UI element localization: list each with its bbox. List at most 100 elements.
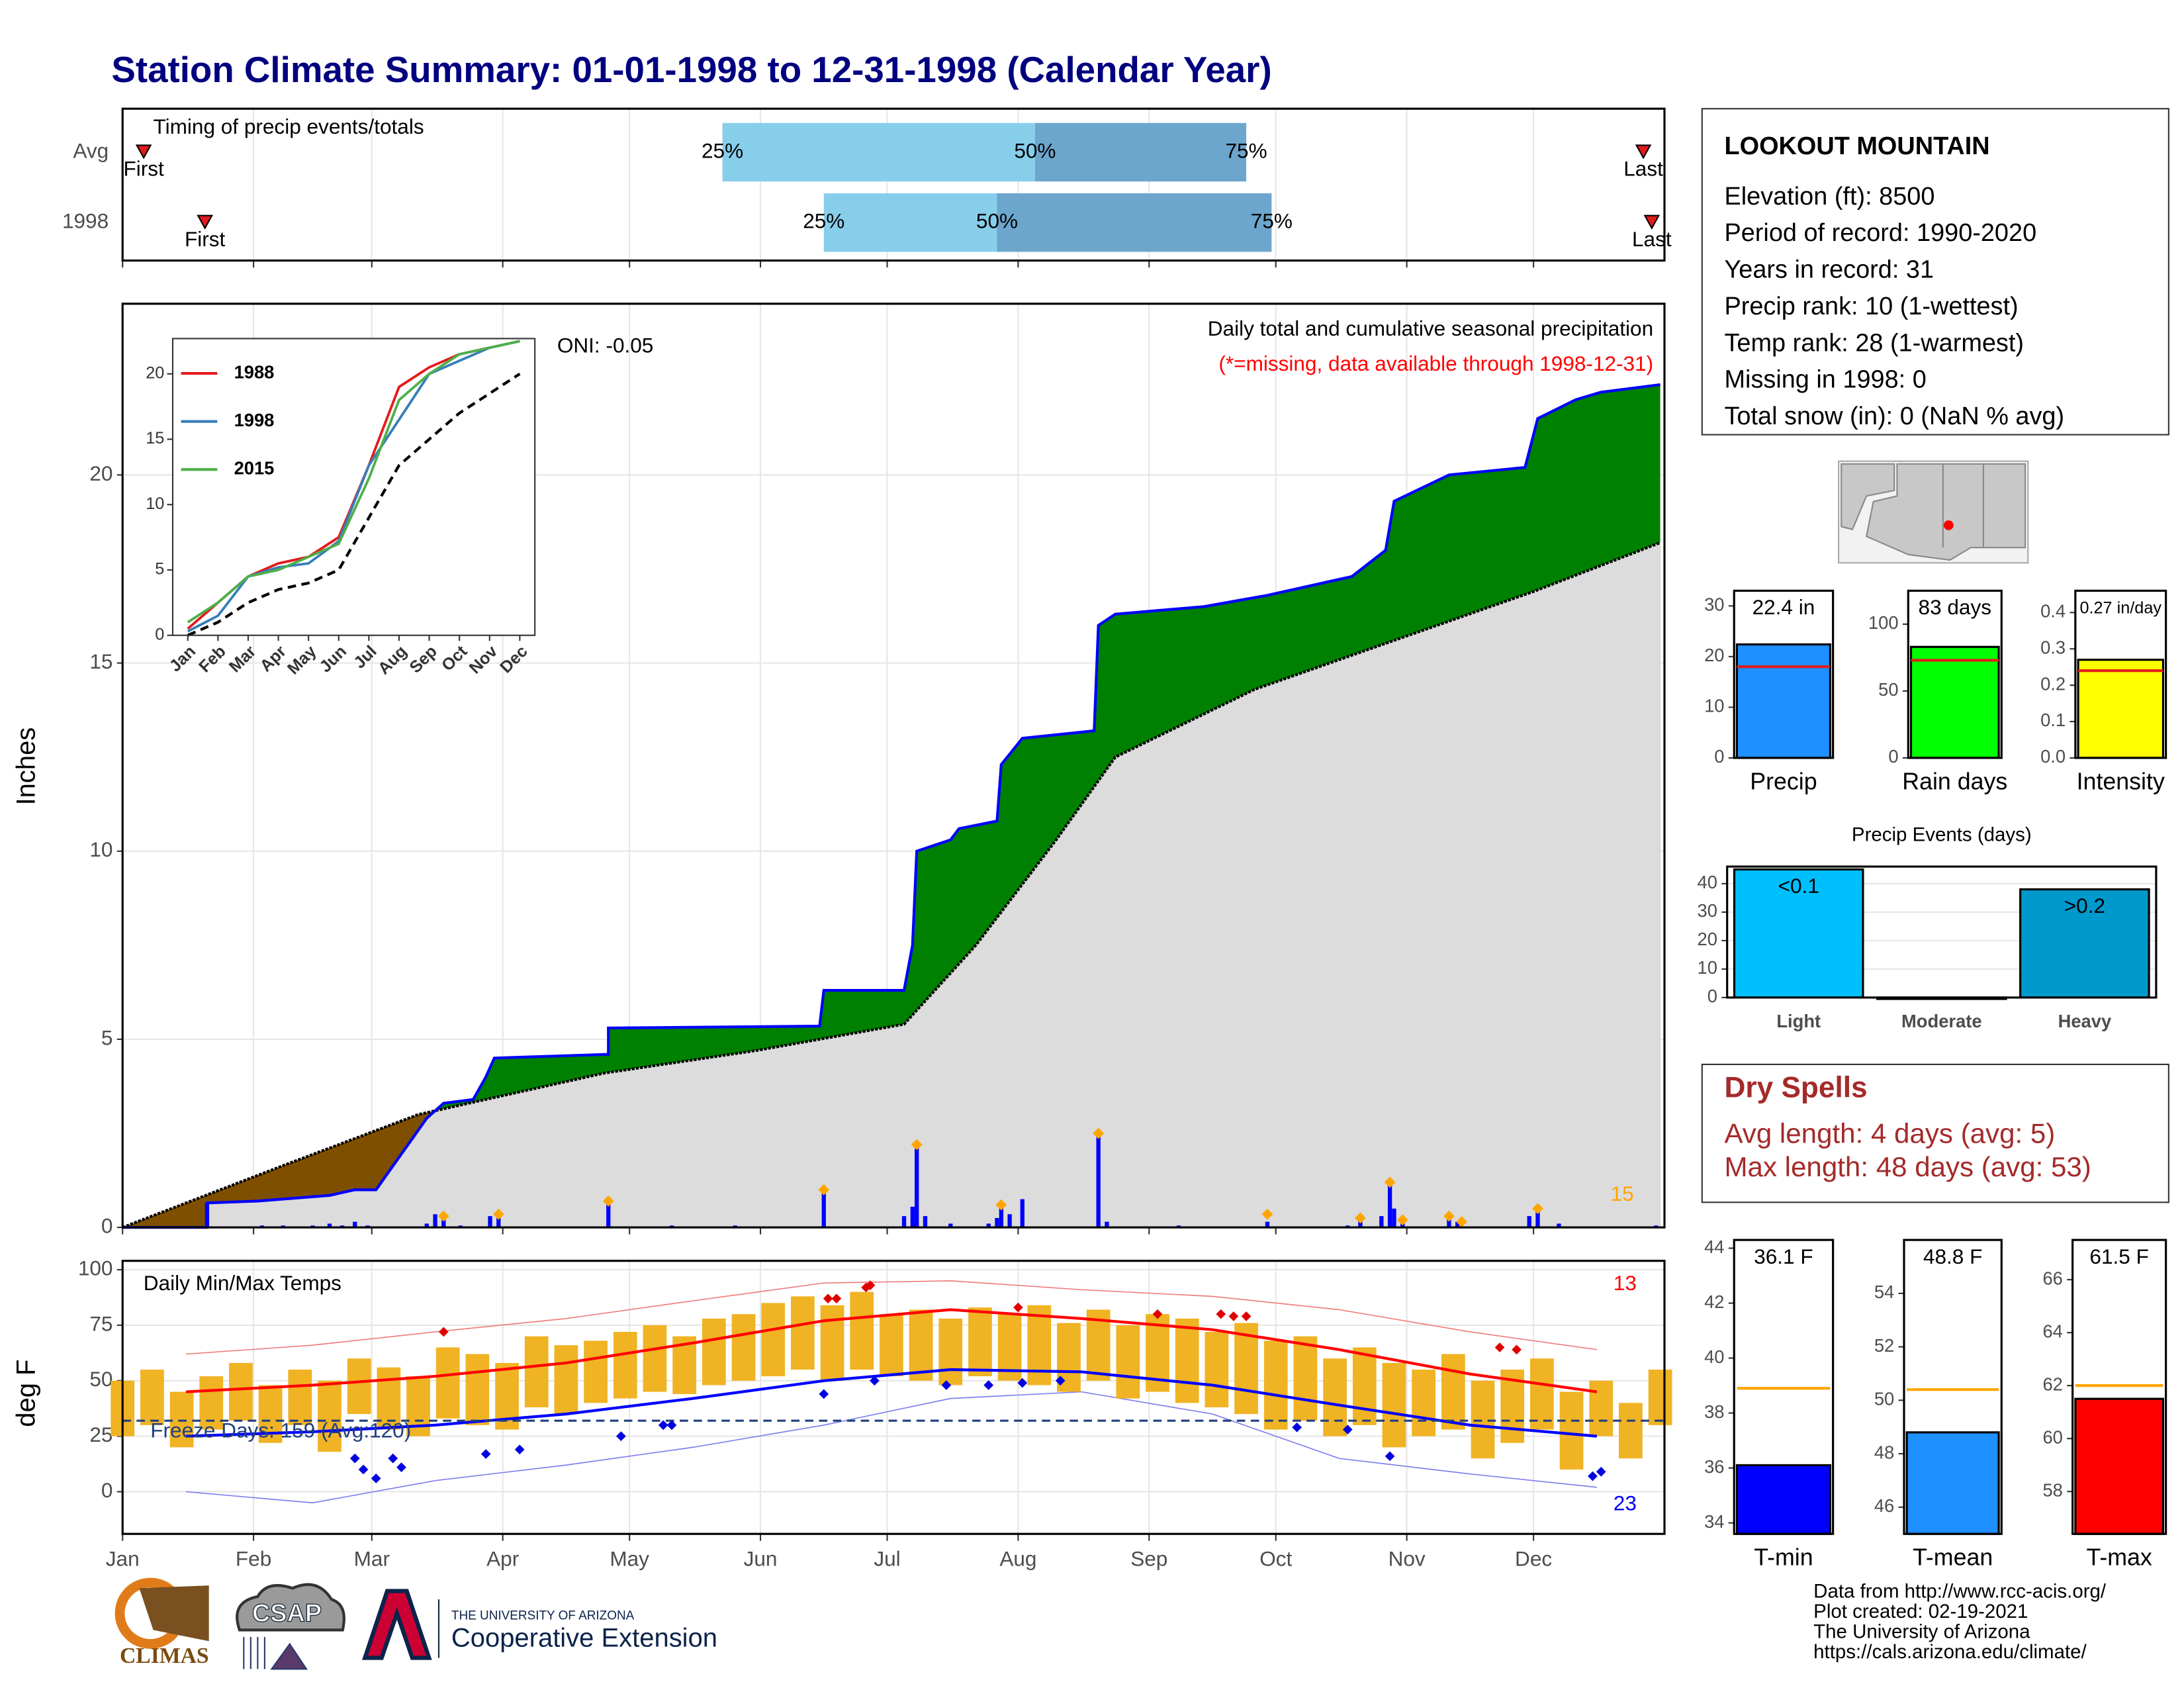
y-tick-label: 0 bbox=[1714, 746, 1724, 767]
dry-spells-box bbox=[1701, 1063, 2169, 1203]
record-high-line bbox=[185, 1280, 1597, 1355]
x-tick-label: May bbox=[610, 1547, 649, 1571]
inset-frame bbox=[171, 338, 536, 636]
temp-range-bar bbox=[1648, 1370, 1672, 1425]
daily-precip-bar bbox=[205, 1203, 210, 1228]
y-tick-label: 0 bbox=[155, 625, 164, 643]
record-high-marker bbox=[1512, 1344, 1522, 1355]
dry-spells-line: Max length: 48 days (avg: 53) bbox=[1724, 1151, 2091, 1182]
dry-spells-title: Dry Spells bbox=[1724, 1072, 1867, 1104]
category-label: T-max bbox=[2086, 1544, 2152, 1571]
temp-range-bar bbox=[909, 1309, 933, 1381]
high-count: 13 bbox=[1614, 1271, 1637, 1295]
event-diamond bbox=[1396, 1214, 1408, 1226]
station-name: LOOKOUT MOUNTAIN bbox=[1724, 132, 1989, 160]
credit-line: https://cals.arizona.edu/climate/ bbox=[1813, 1641, 2087, 1663]
y-tick-label: 40 bbox=[1704, 1346, 1724, 1367]
y-tick-label: 52 bbox=[1874, 1335, 1894, 1356]
y-tick-label: 15 bbox=[89, 649, 113, 673]
record-high-marker bbox=[1013, 1302, 1023, 1313]
bar bbox=[1733, 868, 1864, 999]
bar bbox=[1735, 1464, 1832, 1535]
daily-precip-bar bbox=[1096, 1133, 1101, 1228]
y-axis-label: deg F bbox=[12, 1360, 41, 1427]
event-diamond bbox=[1354, 1212, 1366, 1224]
y-tick-label: 20 bbox=[146, 363, 164, 382]
y-tick-label: 38 bbox=[1704, 1401, 1724, 1422]
row-label: 1998 bbox=[62, 209, 109, 233]
ua-logo bbox=[362, 1589, 432, 1660]
temp-range-bar bbox=[584, 1340, 608, 1403]
station-line: Period of record: 1990-2020 bbox=[1724, 219, 2036, 247]
x-tick-label: Mar bbox=[354, 1547, 390, 1571]
quartile-bar bbox=[722, 122, 1035, 182]
temp-range-bar bbox=[880, 1314, 903, 1377]
series-line bbox=[187, 340, 520, 633]
panel-frame bbox=[1733, 1239, 1835, 1535]
record-low-marker bbox=[358, 1464, 369, 1475]
station-line: Elevation (ft): 8500 bbox=[1724, 183, 1934, 211]
panel-frame bbox=[2071, 1239, 2167, 1535]
temp-range-bar bbox=[524, 1336, 549, 1408]
station-line: Precip rank: 10 (1-wettest) bbox=[1724, 293, 2018, 320]
daily-precip-bar bbox=[901, 1216, 907, 1228]
y-tick-label: 40 bbox=[1698, 872, 1717, 892]
record-low-marker bbox=[1588, 1471, 1598, 1481]
daily-precip-bar bbox=[441, 1219, 446, 1228]
map-state bbox=[1841, 463, 1895, 531]
temp-range-bar bbox=[1205, 1332, 1229, 1408]
y-tick-label: 36 bbox=[1704, 1456, 1724, 1477]
y-tick-label: 0.3 bbox=[2040, 637, 2066, 657]
y-tick-label: 100 bbox=[78, 1256, 113, 1280]
temp-range-bar bbox=[288, 1370, 312, 1425]
y-tick-label: 25 bbox=[89, 1423, 113, 1446]
average-area bbox=[122, 542, 1661, 1228]
temp-range-bar bbox=[1116, 1325, 1140, 1399]
y-tick-label: 10 bbox=[1704, 696, 1724, 716]
y-tick-label: 100 bbox=[1868, 612, 1899, 633]
x-tick-label: Jun bbox=[744, 1547, 778, 1571]
y-tick-label: 64 bbox=[2042, 1321, 2062, 1341]
map-state bbox=[1865, 463, 2026, 561]
category-label: Heavy bbox=[2058, 1011, 2112, 1031]
record-low-marker bbox=[1596, 1466, 1606, 1477]
temp-range-bar bbox=[1559, 1391, 1584, 1470]
temp-range-bar bbox=[318, 1380, 341, 1452]
record-low-marker bbox=[1017, 1378, 1028, 1388]
event-marker bbox=[1643, 214, 1661, 230]
map-border bbox=[1942, 463, 1984, 548]
bar bbox=[2074, 1397, 2165, 1535]
temp-range-bar bbox=[229, 1362, 253, 1421]
event-diamond bbox=[1093, 1127, 1105, 1139]
category-label: Moderate bbox=[1901, 1011, 1982, 1031]
y-tick-label: 54 bbox=[1874, 1282, 1894, 1302]
temp-range-bar bbox=[643, 1325, 667, 1392]
daily-precip-bar bbox=[1527, 1216, 1531, 1228]
plot-frame bbox=[121, 303, 1666, 1229]
legend-label: 1998 bbox=[234, 410, 275, 430]
temp-range-bar bbox=[1323, 1358, 1347, 1436]
inset-background bbox=[172, 338, 535, 635]
bar bbox=[1735, 643, 1832, 759]
record-low-marker bbox=[983, 1380, 994, 1390]
y-tick-label: 20 bbox=[1704, 645, 1724, 665]
value-label: 48.8 F bbox=[1923, 1244, 1982, 1268]
daily-precip-bar bbox=[424, 1223, 429, 1228]
y-tick-label: 20 bbox=[1698, 929, 1717, 949]
legend-label: 2015 bbox=[234, 458, 275, 479]
y-tick-label: 66 bbox=[2042, 1268, 2062, 1288]
daily-precip-bar bbox=[948, 1223, 953, 1228]
daily-precip-bar bbox=[606, 1201, 611, 1228]
quartile-label: 50% bbox=[976, 209, 1018, 233]
station-box bbox=[1701, 108, 2169, 436]
daily-precip-bar bbox=[821, 1192, 826, 1228]
event-diamond bbox=[492, 1208, 504, 1220]
bar bbox=[1909, 645, 2000, 759]
y-tick-label: 0.2 bbox=[2040, 673, 2066, 694]
y-tick-label: 5 bbox=[101, 1025, 113, 1049]
bar bbox=[2019, 888, 2150, 999]
y-tick-label: 0 bbox=[1888, 746, 1898, 767]
y-tick-label: 0.0 bbox=[2040, 746, 2066, 767]
daily-precip-bar bbox=[353, 1221, 357, 1228]
y-tick-label: 0 bbox=[101, 1214, 113, 1238]
